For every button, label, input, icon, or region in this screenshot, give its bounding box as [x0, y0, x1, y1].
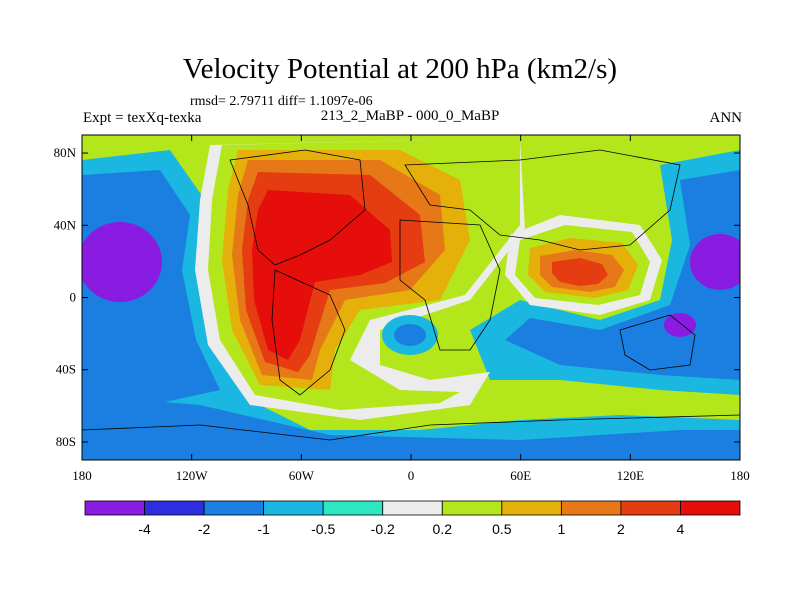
y-axis: 80N 40N 0 40S 80S — [54, 145, 740, 449]
contour-field — [82, 135, 740, 460]
y-tick-label: 0 — [70, 290, 77, 305]
x-tick-label: 120W — [176, 468, 209, 483]
colorbar-swatch — [620, 500, 681, 516]
colorbar-swatch — [680, 500, 741, 516]
y-tick-label: 40S — [56, 362, 76, 377]
colorbar-swatch — [84, 500, 145, 516]
colorbar-label: 2 — [617, 521, 625, 537]
coastline-australia — [619, 314, 696, 371]
contour-south-n2 — [82, 395, 740, 460]
contour-purple-west — [82, 222, 162, 302]
colorbar-label: -4 — [138, 521, 151, 537]
season-label: ANN — [709, 110, 743, 126]
contour-purple-east — [690, 234, 740, 290]
colorbar-swatch — [382, 500, 443, 516]
coastline-eurasia — [404, 149, 681, 251]
stats-label: rmsd= 2.79711 diff= 1.1097e-06 — [190, 94, 373, 109]
colorbar-swatch — [322, 500, 384, 516]
x-tick-label: 60E — [510, 468, 531, 483]
colorbar-swatch — [203, 500, 265, 516]
colorbar: -4 -2 -1 -0.5 -0.2 0.2 0.5 1 2 4 — [84, 500, 741, 537]
colorbar-label: 0.5 — [492, 521, 512, 537]
x-tick-label: 60W — [289, 468, 315, 483]
colorbar-swatch — [441, 500, 503, 516]
chart-title: Velocity Potential at 200 hPa (km2/s) — [182, 53, 618, 85]
contour-purple-aus — [664, 313, 696, 337]
colorbar-label: 0.2 — [433, 521, 453, 537]
contour-blob-p4 — [552, 258, 608, 286]
coastline-antarctica — [81, 414, 741, 441]
contour-p5 — [252, 190, 392, 360]
colorbar-label: -0.2 — [371, 521, 395, 537]
colorbar-swatch — [501, 500, 562, 516]
colorbar-label: 1 — [557, 521, 565, 537]
colorbar-swatch — [560, 500, 622, 516]
y-tick-label: 80S — [56, 434, 76, 449]
colorbar-swatch — [263, 500, 324, 516]
x-axis: 180 120W 60W 0 60E 120E 180 — [72, 135, 750, 483]
x-tick-label: 180 — [730, 468, 750, 483]
coastline-africa — [399, 219, 501, 351]
colorbar-label: -2 — [198, 521, 211, 537]
experiment-label: Expt = texXq-texka — [83, 110, 202, 126]
contour-eddy-n2 — [394, 324, 426, 346]
colorbar-label: 4 — [677, 521, 685, 537]
coastlines — [81, 149, 741, 441]
y-tick-label: 80N — [54, 145, 77, 160]
colorbar-label: -0.5 — [311, 521, 335, 537]
x-tick-label: 120E — [617, 468, 645, 483]
x-tick-label: 0 — [408, 468, 415, 483]
colorbar-label: -1 — [257, 521, 270, 537]
colorbar-swatch — [144, 500, 205, 516]
coastline-south-america — [271, 269, 346, 396]
y-tick-label: 40N — [54, 217, 77, 232]
case-label: 213_2_MaBP - 000_0_MaBP — [320, 108, 500, 124]
x-tick-label: 180 — [72, 468, 92, 483]
coastline-north-america — [229, 149, 366, 266]
